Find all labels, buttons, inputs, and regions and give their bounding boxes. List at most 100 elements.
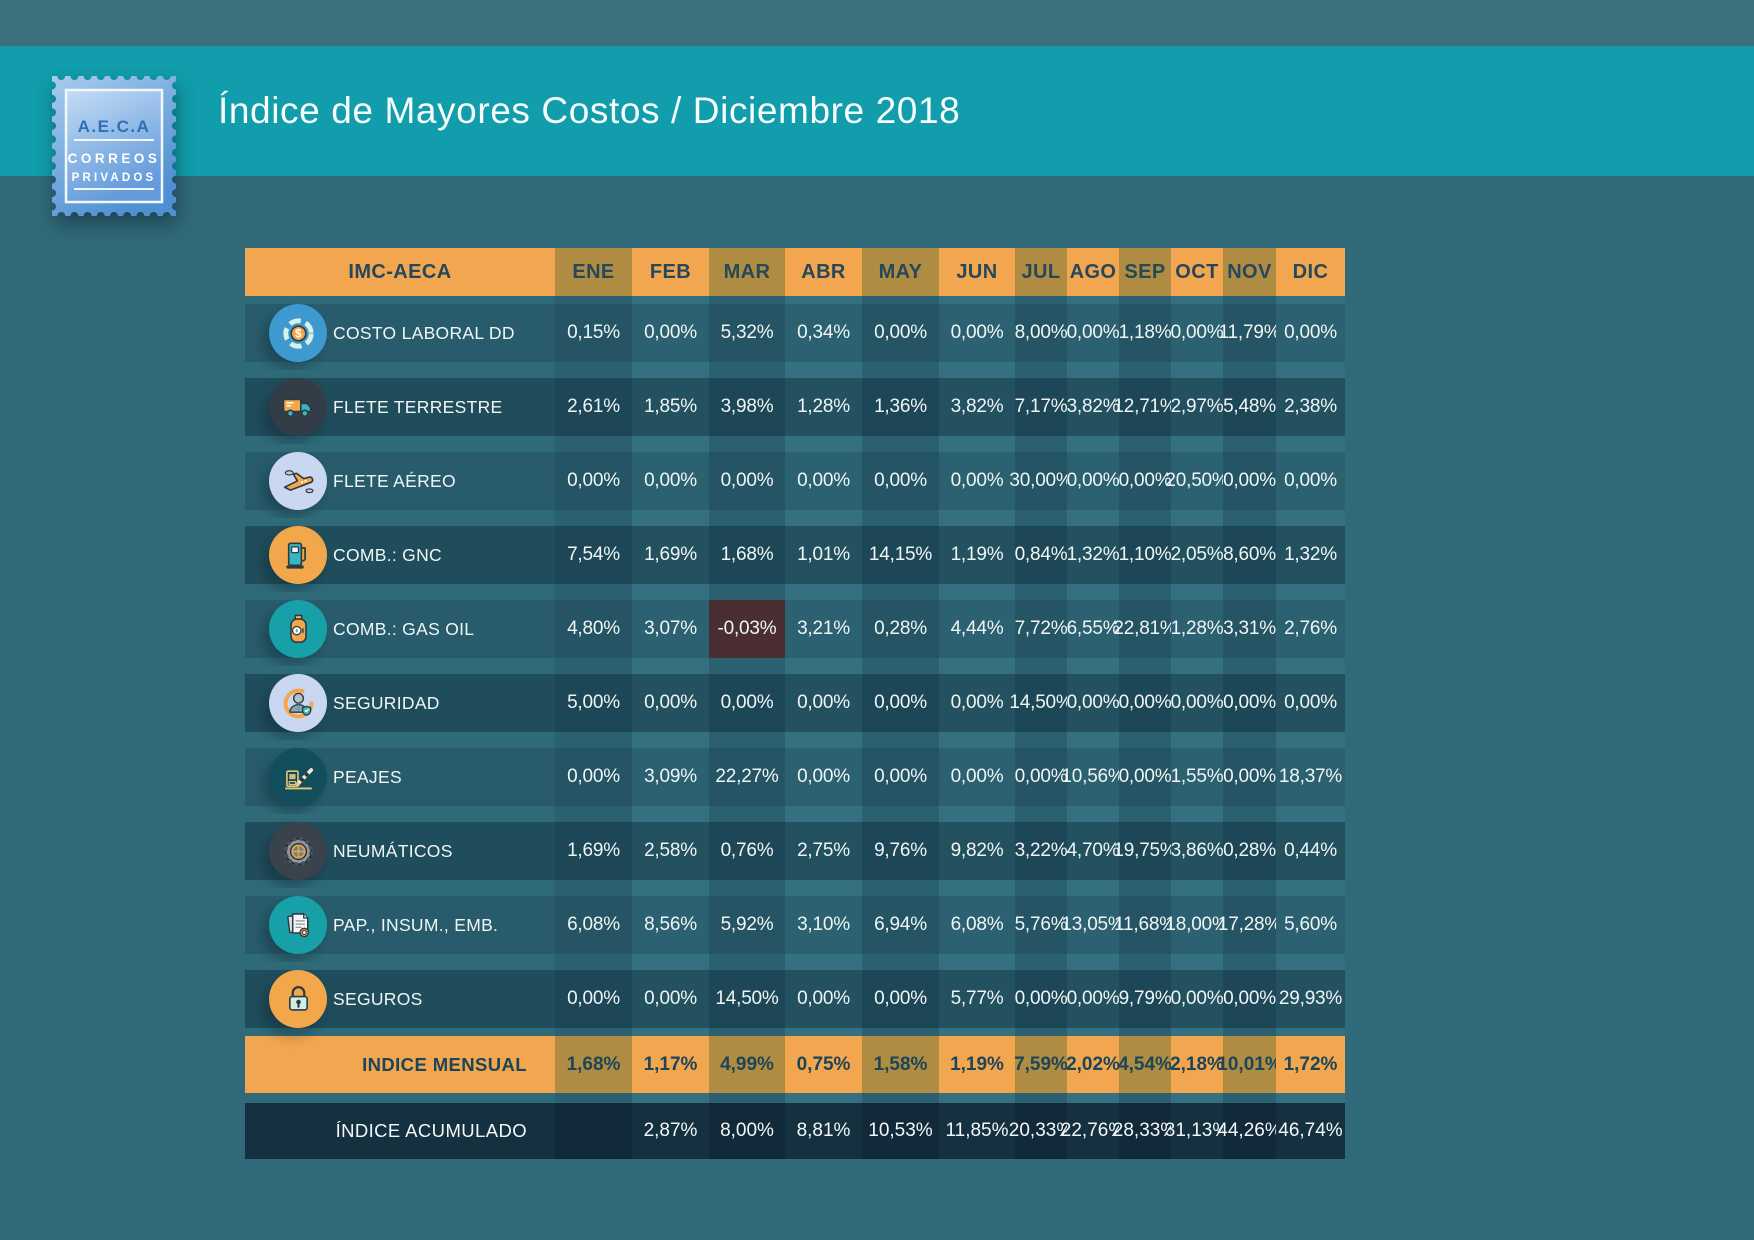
toll-barrier-icon [269,748,327,806]
security-guard-icon [269,674,327,732]
value-band: 11,68% [1114,896,1176,954]
value-band: 0,00% [862,748,939,806]
svg-text:$: $ [295,328,302,340]
column-header-abr: ABR [785,248,862,296]
value-band: 0,00% [632,674,709,732]
value-cell: 0,00% [1119,444,1172,518]
value-band: 6,94% [862,896,939,954]
column-header-sep: SEP [1119,248,1171,296]
value-cell: 0,00% [1276,666,1345,740]
summary-value-cell: 22,76% [1061,1103,1125,1159]
value-band: -0,03% [709,600,785,658]
value-cell: 11,79% [1219,296,1281,370]
value-band: 0,00% [709,674,785,732]
value-cell: 5,32% [709,296,785,370]
table-row: COMB.: GNC 7,54% 1,69% 1,68% 1,01% 14,15% 1,19… [245,518,1345,592]
value-band: 9,82% [939,822,1015,880]
value-band: 0,00% [862,304,939,362]
value-band: 1,32% [1276,526,1345,584]
value-band: 0,00% [1015,970,1068,1028]
value-band: 3,86% [1171,822,1224,880]
value-cell: 5,92% [709,888,785,962]
table-row: FLETE AÉREO 0,00% 0,00% 0,00% 0,00% 0,00% 0,00… [245,444,1345,518]
summary-value-cell: 46,74% [1276,1103,1345,1159]
value-cell: 0,00% [785,740,862,814]
value-cell: 5,76% [1015,888,1068,962]
value-cell: 0,00% [632,444,709,518]
value-band: 6,55% [1067,600,1120,658]
row-label: PAP., INSUM., EMB. [333,914,499,935]
value-cell: 0,15% [555,296,632,370]
gap-cell [1067,1093,1119,1103]
summary-value-cell: 2,02% [1066,1036,1120,1093]
value-band: 0,00% [1119,452,1172,510]
column-header-nov: NOV [1223,248,1276,296]
value-cell: 18,00% [1165,888,1229,962]
table-row: PEAJES 0,00% 3,09% 22,27% 0,00% 0,00% 0,00% 0,0… [245,740,1345,814]
row-label-cell: COMB.: GNC [245,518,555,592]
value-band: 19,75% [1113,822,1177,880]
value-cell: 1,10% [1119,518,1172,592]
summary-value-cell: 8,00% [709,1103,785,1159]
value-band: 1,69% [555,822,632,880]
value-band: 0,84% [1015,526,1068,584]
summary-value-cell: 11,85% [939,1103,1015,1159]
value-band: 5,76% [1015,896,1068,954]
gap-cell [785,1093,862,1103]
summary-value-cell: 1,72% [1276,1036,1345,1093]
value-band: 0,00% [939,452,1015,510]
value-band: 0,00% [1119,674,1172,732]
value-cell: 5,00% [555,666,632,740]
row-label-band: PEAJES [245,748,555,806]
value-cell: 6,08% [939,888,1015,962]
value-cell: 0,00% [862,962,939,1036]
value-band: 0,00% [555,452,632,510]
table-row: FLETE TERRESTRE 2,61% 1,85% 3,98% 1,28% 1,36%… [245,370,1345,444]
value-cell: 3,31% [1223,592,1276,666]
value-band: 1,68% [709,526,785,584]
value-cell: 0,00% [1223,666,1276,740]
value-band: 2,05% [1171,526,1224,584]
table-row: PAP., INSUM., EMB. 6,08% 8,56% 5,92% 3,10% 6,… [245,888,1345,962]
value-cell: 0,00% [1067,666,1120,740]
value-cell: 0,00% [1276,296,1345,370]
value-cell: 2,75% [785,814,862,888]
value-cell: 0,00% [1171,296,1224,370]
value-band: 0,00% [1276,452,1345,510]
value-band: 3,82% [939,378,1015,436]
value-band: 1,36% [862,378,939,436]
value-cell: 1,18% [1119,296,1172,370]
value-band: 4,80% [555,600,632,658]
value-cell: 0,00% [555,962,632,1036]
value-cell: 6,94% [862,888,939,962]
value-band: 1,32% [1067,526,1120,584]
row-label: SEGUROS [333,988,423,1009]
value-band: 0,00% [709,452,785,510]
table-row: COMB.: GAS OIL 4,80% 3,07% -0,03% 3,21% 0,28%… [245,592,1345,666]
value-band: 5,60% [1276,896,1345,954]
value-band: 0,00% [785,452,862,510]
value-band: 7,17% [1015,378,1068,436]
value-band: 30,00% [1009,452,1073,510]
value-cell: 1,32% [1067,518,1120,592]
value-cell: 2,61% [555,370,632,444]
top-strip [0,0,1754,46]
value-band: 4,70% [1067,822,1120,880]
gap-cell [1276,1093,1345,1103]
value-band: 2,38% [1276,378,1345,436]
value-cell: 14,15% [862,518,939,592]
value-cell: 0,00% [862,740,939,814]
table-header-row: IMC-AECA ENE FEB MAR ABR MAY JUN JUL AGO SEP OCT NO… [245,248,1345,296]
value-band: 14,50% [1009,674,1073,732]
value-band: 13,05% [1061,896,1125,954]
value-cell: 3,82% [939,370,1015,444]
value-cell: 0,44% [1276,814,1345,888]
value-cell: 1,28% [785,370,862,444]
value-band: 0,00% [632,970,709,1028]
row-label-band: NEUMÁTICOS [245,822,555,880]
value-cell: 1,85% [632,370,709,444]
fuel-pump-icon [269,526,327,584]
value-cell: 0,00% [1223,444,1276,518]
value-cell: 1,28% [1171,592,1224,666]
value-cell: 12,71% [1113,370,1177,444]
